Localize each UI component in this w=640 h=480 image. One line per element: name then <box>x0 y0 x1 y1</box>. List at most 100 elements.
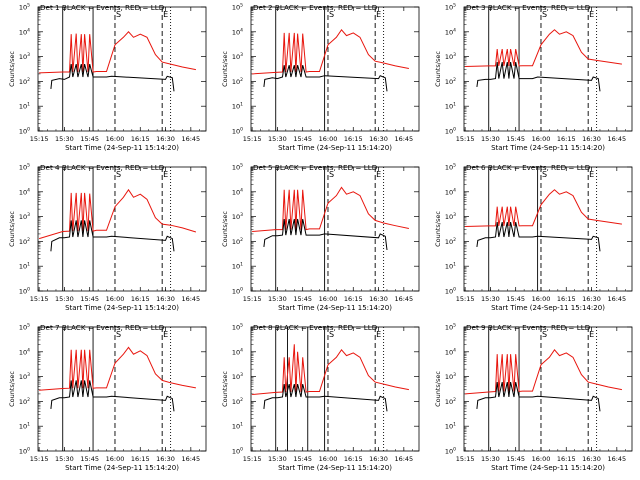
y-tick-label: 101 <box>232 422 243 431</box>
panel-det-3: 15:15 15:30 15:45 16:00 16:15 16:30 16:45 100 10… <box>434 3 633 152</box>
x-tick-label: 16:30 <box>369 295 388 303</box>
x-tick-label: 15:45 <box>506 295 525 303</box>
series-line-events <box>263 218 388 251</box>
marker-label: E <box>376 170 381 179</box>
marker-label: S <box>116 10 121 19</box>
y-tick-label: 103 <box>445 52 456 61</box>
marker-label: S <box>116 330 121 339</box>
y-tick-label: 105 <box>232 323 243 332</box>
x-tick-label: 16:30 <box>582 135 601 143</box>
y-tick-label: 100 <box>232 447 243 456</box>
y-tick-label: 105 <box>445 163 456 172</box>
plot-frame <box>250 6 420 132</box>
x-tick-label: 16:00 <box>106 455 125 463</box>
x-tick-label: 15:15 <box>30 135 49 143</box>
y-tick-label: 102 <box>232 397 243 406</box>
x-tick-label: 15:30 <box>481 295 500 303</box>
x-tick-label: 16:15 <box>131 455 150 463</box>
y-tick-label: 102 <box>19 237 30 246</box>
chart-title: Det 1 BLACK = Events, RED = LLD <box>40 3 165 12</box>
marker-label: S <box>329 330 334 339</box>
x-tick-label: 15:45 <box>293 135 312 143</box>
x-tick-label: 15:15 <box>456 455 475 463</box>
y-tick-label: 105 <box>232 163 243 172</box>
x-tick-label: 16:00 <box>532 455 551 463</box>
x-tick-label: 15:30 <box>268 295 287 303</box>
x-tick-label: 16:45 <box>181 135 200 143</box>
chart-title: Det 6 BLACK = Events, RED = LLD <box>466 163 591 172</box>
x-tick-label: 15:45 <box>293 295 312 303</box>
x-tick-label: 15:45 <box>506 135 525 143</box>
x-axis-label: Start Time (24-Sep-11 15:14:20) <box>491 304 605 312</box>
y-tick-label: 102 <box>445 397 456 406</box>
x-tick-label: 15:30 <box>268 135 287 143</box>
series-line-lld <box>465 348 622 395</box>
y-tick-label: 102 <box>19 77 30 86</box>
x-tick-label: 16:45 <box>181 295 200 303</box>
x-tick-label: 16:30 <box>369 135 388 143</box>
x-tick-label: 15:45 <box>293 455 312 463</box>
chart-title: Det 2 BLACK = Events, RED = LLD <box>253 3 378 12</box>
y-axis-label: Counts/sec <box>221 371 229 407</box>
y-tick-label: 103 <box>232 372 243 381</box>
plot-frame <box>37 326 207 452</box>
chart-title: Det 8 BLACK = Events, RED = LLD <box>253 323 378 332</box>
x-axis-label: Start Time (24-Sep-11 15:14:20) <box>491 144 605 152</box>
x-tick-label: 15:30 <box>55 295 74 303</box>
series-line-events <box>476 381 601 412</box>
panel-det-7: 15:15 15:30 15:45 16:00 16:15 16:30 16:45 100 10… <box>8 323 207 472</box>
y-tick-label: 105 <box>19 3 30 12</box>
y-tick-label: 104 <box>232 187 243 196</box>
x-tick-label: 16:30 <box>156 135 175 143</box>
series-line-lld <box>39 346 196 391</box>
y-axis-label: Counts/sec <box>8 51 16 87</box>
x-tick-label: 15:45 <box>80 295 99 303</box>
x-tick-label: 16:15 <box>131 135 150 143</box>
x-tick-label: 15:15 <box>243 455 262 463</box>
x-tick-label: 16:45 <box>181 455 200 463</box>
y-tick-label: 104 <box>19 27 30 36</box>
marker-label: S <box>116 170 121 179</box>
x-tick-label: 16:15 <box>557 135 576 143</box>
y-tick-label: 104 <box>445 27 456 36</box>
x-axis-label: Start Time (24-Sep-11 15:14:20) <box>491 464 605 472</box>
x-tick-label: 15:15 <box>243 135 262 143</box>
series-line-events <box>50 380 175 412</box>
x-axis-label: Start Time (24-Sep-11 15:14:20) <box>65 464 179 472</box>
x-tick-label: 16:15 <box>557 295 576 303</box>
y-tick-label: 101 <box>19 422 30 431</box>
marker-label: E <box>163 10 168 19</box>
y-tick-label: 102 <box>19 397 30 406</box>
x-axis-label: Start Time (24-Sep-11 15:14:20) <box>65 304 179 312</box>
x-axis-label: Start Time (24-Sep-11 15:14:20) <box>278 144 392 152</box>
marker-label: E <box>589 330 594 339</box>
marker-label: S <box>329 170 334 179</box>
y-tick-label: 101 <box>232 102 243 111</box>
marker-label: S <box>329 10 334 19</box>
series-line-lld <box>252 28 409 75</box>
y-axis-label: Counts/sec <box>434 371 442 407</box>
y-tick-label: 103 <box>19 212 30 221</box>
y-axis-label: Counts/sec <box>434 211 442 247</box>
plot-frame <box>37 166 207 292</box>
x-tick-label: 16:00 <box>319 455 338 463</box>
x-tick-label: 15:15 <box>456 295 475 303</box>
x-tick-label: 16:45 <box>607 135 626 143</box>
y-tick-label: 102 <box>232 237 243 246</box>
x-tick-label: 16:45 <box>394 295 413 303</box>
chart-title: Det 3 BLACK = Events, RED = LLD <box>466 3 591 12</box>
y-tick-label: 105 <box>19 163 30 172</box>
marker-label: S <box>542 170 547 179</box>
y-axis-label: Counts/sec <box>8 371 16 407</box>
series-line-lld <box>465 189 622 227</box>
x-tick-label: 16:00 <box>106 295 125 303</box>
marker-label: E <box>376 330 381 339</box>
y-tick-label: 104 <box>445 347 456 356</box>
series-line-events <box>50 220 175 252</box>
x-tick-label: 15:30 <box>55 455 74 463</box>
y-tick-label: 102 <box>445 237 456 246</box>
y-tick-label: 100 <box>19 127 30 136</box>
x-tick-label: 16:15 <box>131 295 150 303</box>
x-tick-label: 16:00 <box>532 135 551 143</box>
